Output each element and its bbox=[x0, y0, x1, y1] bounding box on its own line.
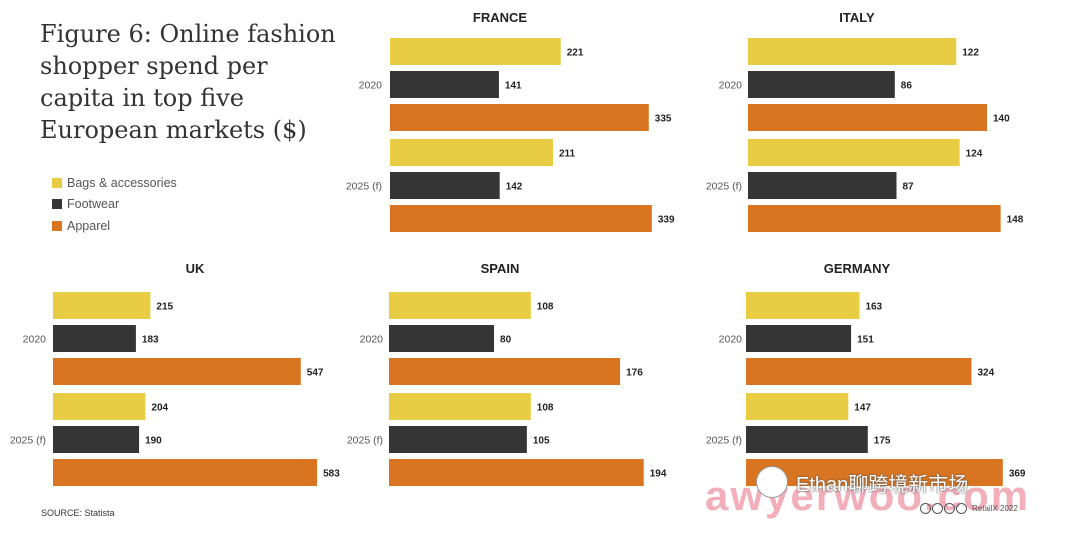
value-label-uk-0-2: 547 bbox=[307, 368, 324, 379]
value-label-france-1-0: 211 bbox=[559, 149, 576, 160]
legend-item-footwear: Footwear bbox=[52, 194, 177, 216]
bar-italy-0-0 bbox=[748, 38, 957, 65]
value-label-spain-1-0: 108 bbox=[537, 403, 554, 414]
value-label-italy-0-1: 86 bbox=[901, 81, 913, 92]
bar-spain-1-2 bbox=[389, 459, 644, 486]
category-label-uk-1: 2025 (f) bbox=[10, 435, 46, 447]
wechat-icon bbox=[756, 466, 788, 498]
legend-label-bags: Bags & accessories bbox=[67, 175, 177, 190]
bar-italy-1-1 bbox=[748, 172, 897, 199]
bar-germany-1-0 bbox=[746, 393, 849, 420]
bar-france-1-0 bbox=[390, 139, 553, 166]
bar-italy-0-1 bbox=[748, 71, 895, 98]
source-note: SOURCE: Statista bbox=[41, 508, 115, 518]
legend-swatch-bags bbox=[52, 177, 62, 188]
bar-italy-1-0 bbox=[748, 139, 960, 166]
bar-france-0-0 bbox=[390, 38, 561, 65]
chart-title-spain: SPAIN bbox=[481, 261, 520, 276]
page-title: Figure 6: Online fashion shopper spend p… bbox=[40, 20, 336, 144]
bar-spain-1-1 bbox=[389, 426, 527, 453]
category-label-france-0: 2020 bbox=[359, 80, 383, 92]
bar-germany-1-2 bbox=[746, 459, 1003, 486]
creative-commons-icon bbox=[920, 503, 968, 514]
category-label-germany-0: 2020 bbox=[719, 334, 743, 346]
legend: Bags & accessories Footwear Apparel bbox=[52, 172, 177, 237]
value-label-italy-1-2: 148 bbox=[1007, 215, 1024, 226]
bar-italy-1-2 bbox=[748, 205, 1001, 232]
value-label-france-0-2: 335 bbox=[655, 114, 672, 125]
value-label-spain-1-1: 105 bbox=[533, 436, 550, 447]
legend-swatch-apparel bbox=[52, 220, 62, 231]
value-label-italy-0-0: 122 bbox=[962, 48, 979, 59]
value-label-spain-0-0: 108 bbox=[537, 302, 554, 313]
bar-uk-0-0 bbox=[53, 292, 151, 319]
copyright: RetailX 2022 bbox=[920, 503, 1018, 514]
bar-spain-0-0 bbox=[389, 292, 531, 319]
bar-france-0-1 bbox=[390, 71, 499, 98]
bar-uk-0-1 bbox=[53, 325, 136, 352]
category-label-spain-0: 2020 bbox=[360, 334, 384, 346]
chart-title-italy: ITALY bbox=[839, 10, 875, 25]
value-label-italy-1-1: 87 bbox=[903, 182, 915, 193]
value-label-france-0-1: 141 bbox=[505, 81, 522, 92]
bar-france-1-2 bbox=[390, 205, 652, 232]
bar-france-0-2 bbox=[390, 104, 649, 131]
value-label-uk-0-1: 183 bbox=[142, 335, 159, 346]
bar-france-1-1 bbox=[390, 172, 500, 199]
chart-title-germany: GERMANY bbox=[824, 261, 891, 276]
category-label-uk-0: 2020 bbox=[23, 334, 47, 346]
watermark-text: Ethan聊跨境新市场 bbox=[796, 473, 969, 496]
value-label-germany-0-1: 151 bbox=[857, 335, 874, 346]
bar-uk-0-2 bbox=[53, 358, 301, 385]
bar-spain-0-1 bbox=[389, 325, 495, 352]
value-label-uk-0-0: 215 bbox=[156, 302, 173, 313]
category-label-france-1: 2025 (f) bbox=[346, 181, 382, 193]
value-label-france-0-0: 221 bbox=[567, 48, 584, 59]
value-label-germany-0-2: 324 bbox=[978, 368, 995, 379]
bar-spain-0-2 bbox=[389, 358, 621, 385]
bar-uk-1-2 bbox=[53, 459, 318, 486]
chart-title-uk: UK bbox=[186, 261, 205, 276]
value-label-italy-1-0: 124 bbox=[966, 149, 983, 160]
legend-item-apparel: Apparel bbox=[52, 215, 177, 237]
legend-label-apparel: Apparel bbox=[67, 218, 111, 233]
value-label-italy-0-2: 140 bbox=[993, 114, 1010, 125]
value-label-germany-0-0: 163 bbox=[865, 302, 882, 313]
bar-germany-1-1 bbox=[746, 426, 868, 453]
value-label-spain-0-1: 80 bbox=[500, 335, 512, 346]
value-label-germany-1-0: 147 bbox=[854, 403, 871, 414]
category-label-italy-0: 2020 bbox=[719, 80, 743, 92]
category-label-spain-1: 2025 (f) bbox=[347, 435, 383, 447]
copyright-text: RetailX 2022 bbox=[972, 504, 1018, 513]
value-label-germany-1-2: 369 bbox=[1009, 469, 1026, 480]
bar-italy-0-2 bbox=[748, 104, 987, 131]
value-label-france-1-2: 339 bbox=[658, 215, 675, 226]
legend-label-footwear: Footwear bbox=[67, 197, 120, 212]
bar-spain-1-0 bbox=[389, 393, 531, 420]
watermark: Ethan聊跨境新市场 bbox=[756, 466, 968, 498]
bar-germany-0-1 bbox=[746, 325, 852, 352]
bar-uk-1-0 bbox=[53, 393, 146, 420]
legend-swatch-footwear bbox=[52, 199, 62, 210]
value-label-spain-0-2: 176 bbox=[626, 368, 643, 379]
value-label-uk-1-2: 583 bbox=[323, 469, 340, 480]
bar-germany-0-0 bbox=[746, 292, 860, 319]
category-label-germany-1: 2025 (f) bbox=[706, 435, 742, 447]
value-label-spain-1-2: 194 bbox=[650, 469, 667, 480]
chart-title-france: FRANCE bbox=[473, 10, 527, 25]
value-label-germany-1-1: 175 bbox=[874, 436, 891, 447]
value-label-uk-1-1: 190 bbox=[145, 436, 162, 447]
value-label-france-1-1: 142 bbox=[506, 182, 523, 193]
legend-item-bags: Bags & accessories bbox=[52, 172, 177, 194]
bar-uk-1-1 bbox=[53, 426, 140, 453]
bar-germany-0-2 bbox=[746, 358, 972, 385]
category-label-italy-1: 2025 (f) bbox=[706, 181, 742, 193]
value-label-uk-1-0: 204 bbox=[151, 403, 168, 414]
